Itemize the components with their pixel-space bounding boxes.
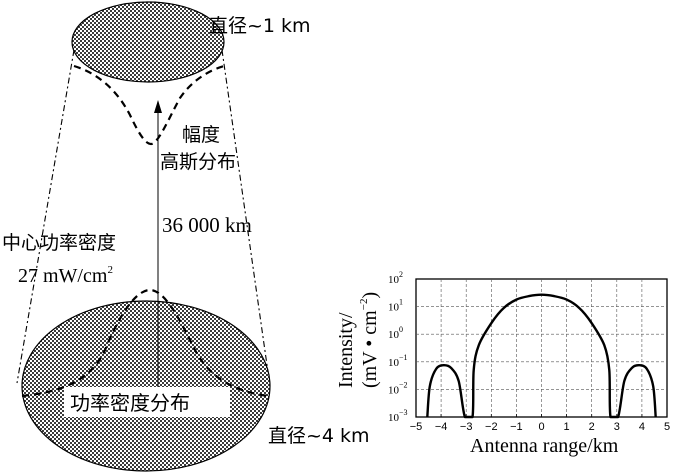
chart-y-axis-label: Intensity/ (mV • cm−2) bbox=[335, 292, 381, 388]
cone-left-edge bbox=[16, 49, 75, 384]
chart-y-ticks: 102 101 100 10−1 10−2 10−3 bbox=[388, 270, 408, 424]
chart-x-tick-label: 0 bbox=[538, 421, 544, 433]
cone-right-edge bbox=[221, 49, 269, 373]
center-power-value: 27 mW/cm2 bbox=[18, 264, 113, 287]
chart-x-tick-label: −3 bbox=[460, 421, 473, 433]
power-distribution-label-bg bbox=[64, 387, 230, 417]
chart-x-tick-label: −4 bbox=[435, 421, 448, 433]
chart-y-tick-label: 101 bbox=[388, 298, 403, 314]
chart-x-axis-label: Antenna range/km bbox=[470, 435, 619, 457]
distance-arrow-head bbox=[154, 100, 162, 113]
intensity-chart: −5 −4 −3 −2 −1 0 1 2 3 4 5 102 101 100 10−1 10−2 10−3 A… bbox=[335, 270, 670, 457]
top-gaussian-curve bbox=[73, 64, 225, 146]
distance-label: 36 000 km bbox=[162, 213, 252, 237]
bottom-antenna-disk bbox=[21, 300, 271, 472]
chart-x-tick-label: −5 bbox=[410, 421, 423, 433]
chart-y-tick-label: 102 bbox=[388, 270, 403, 286]
chart-x-tick-label: 4 bbox=[639, 421, 645, 433]
top-diameter-label: 直径~1 km bbox=[209, 15, 311, 37]
chart-x-tick-label: 2 bbox=[589, 421, 595, 433]
chart-x-tick-label: −1 bbox=[510, 421, 523, 433]
chart-x-tick-label: 5 bbox=[664, 421, 670, 433]
chart-y-tick-label: 10−3 bbox=[388, 408, 408, 424]
chart-y-tick-label: 10−1 bbox=[388, 353, 408, 369]
chart-y-tick-label: 100 bbox=[388, 325, 403, 341]
chart-y-axis-unit-exp: −2 bbox=[358, 299, 370, 311]
center-power-value-text: 27 mW/cm bbox=[18, 265, 108, 287]
gaussian-label: 高斯分布 bbox=[160, 151, 236, 173]
chart-y-axis-label-line1: Intensity/ bbox=[335, 312, 357, 388]
chart-x-ticks: −5 −4 −3 −2 −1 0 1 2 3 4 5 bbox=[410, 414, 670, 433]
chart-x-tick-label: −2 bbox=[485, 421, 498, 433]
chart-y-axis-label-line2: (mV • cm−2) bbox=[358, 292, 381, 388]
chart-y-tick-label: 10−2 bbox=[388, 380, 408, 396]
chart-grid bbox=[416, 279, 667, 417]
top-antenna-disk bbox=[71, 1, 225, 83]
power-distribution-label: 功率密度分布 bbox=[70, 391, 190, 415]
center-power-label: 中心功率密度 bbox=[2, 232, 116, 254]
chart-y-axis-unit-close: ) bbox=[359, 292, 381, 299]
amplitude-label: 幅度 bbox=[182, 124, 220, 146]
chart-x-tick-label: 1 bbox=[564, 421, 570, 433]
center-power-superscript: 2 bbox=[107, 264, 113, 276]
chart-x-tick-label: 3 bbox=[614, 421, 620, 433]
intensity-series-line bbox=[426, 293, 657, 419]
bottom-diameter-label: 直径~4 km bbox=[268, 425, 370, 447]
chart-y-axis-unit: (mV • cm bbox=[359, 310, 381, 388]
bottom-gaussian-curve bbox=[21, 288, 269, 398]
